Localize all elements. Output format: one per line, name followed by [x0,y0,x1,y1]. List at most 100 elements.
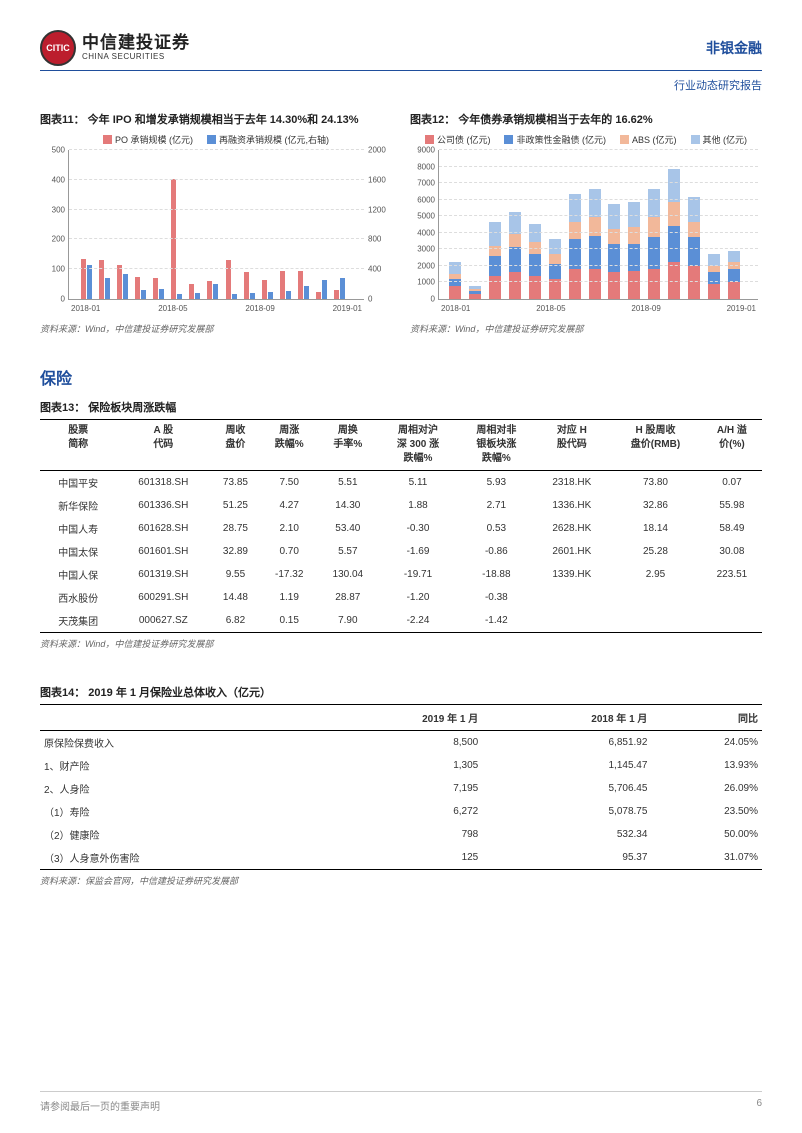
table-cell: -0.30 [378,517,458,540]
bar-ref [159,289,164,299]
table-cell: -1.69 [378,540,458,563]
table-cell [702,586,762,609]
table-cell: 中国人寿 [40,517,116,540]
table-header-cell: 股票简称 [40,420,116,471]
table-cell [535,586,610,609]
table-row: 中国人寿601628.SH28.752.1053.40-0.300.532628… [40,517,762,540]
table-cell: 24.05% [651,731,762,755]
table-cell [535,609,610,632]
table-13: 股票简称A 股代码周收盘价周涨跌幅%周换手率%周相对沪深 300 涨跌幅%周相对… [40,419,762,632]
table-cell: 95.37 [482,846,651,869]
table-cell: -18.88 [458,563,534,586]
table-header-cell: 周相对沪深 300 涨跌幅% [378,420,458,471]
table-cell: -19.71 [378,563,458,586]
table-cell: 125 [313,846,482,869]
bar-ref [141,290,146,299]
table-row: 中国平安601318.SH73.857.505.515.115.932318.H… [40,471,762,495]
table-cell: 6,272 [313,800,482,823]
table-cell: 8,500 [313,731,482,755]
table-cell: 55.98 [702,494,762,517]
table-cell: 28.75 [210,517,260,540]
table-14: 2019 年 1 月2018 年 1 月同比 原保险保费收入8,5006,851… [40,704,762,869]
table-cell: 18.14 [609,517,702,540]
bar-ref [177,294,182,299]
chart-12-body: 0100020003000400050006000700080009000 20… [438,150,758,300]
chart-11-source: 资料来源：Wind，中信建投证券研究发展部 [40,322,392,335]
table-cell: 32.86 [609,494,702,517]
table-cell: 7,195 [313,777,482,800]
table-cell: 4.27 [261,494,318,517]
table-cell: 2.71 [458,494,534,517]
table-cell: 2、人身险 [40,777,313,800]
table-cell: 西水股份 [40,586,116,609]
stacked-bar [728,251,740,299]
bar-ref [105,278,110,299]
stacked-bar [648,189,660,299]
table-cell: 601601.SH [116,540,210,563]
chart-12-source: 资料来源：Wind，中信建投证券研究发展部 [410,322,762,335]
bar-ref [195,293,200,299]
table-cell: 1336.HK [535,494,610,517]
table-cell: 532.34 [482,823,651,846]
table-cell: 中国太保 [40,540,116,563]
table-cell: 14.30 [318,494,378,517]
table-cell: 2.10 [261,517,318,540]
table-cell: 6.82 [210,609,260,632]
table-cell: 0.70 [261,540,318,563]
table-cell: 1.19 [261,586,318,609]
table-cell: 51.25 [210,494,260,517]
bar-ref [250,293,255,299]
stacked-bar [628,202,640,299]
table-row: 中国人保601319.SH9.55-17.32130.04-19.71-18.8… [40,563,762,586]
table-cell: 5.51 [318,471,378,495]
table-cell: 601628.SH [116,517,210,540]
table-cell: 223.51 [702,563,762,586]
bar-ref [213,284,218,299]
table-header-cell: 同比 [651,705,762,731]
table-cell: 7.50 [261,471,318,495]
stacked-bar [668,169,680,299]
table-cell: 5.57 [318,540,378,563]
table-row: 新华保险601336.SH51.254.2714.301.882.711336.… [40,494,762,517]
bar-po [280,271,285,300]
bar-po [316,292,321,300]
bar-po [244,272,249,299]
table-cell: 天茂集团 [40,609,116,632]
logo-text-cn: 中信建投证券 [82,34,190,53]
table-cell: 0.15 [261,609,318,632]
table-cell: 26.09% [651,777,762,800]
table-header-cell: A 股代码 [116,420,210,471]
bar-ref [340,278,345,299]
table-cell: 130.04 [318,563,378,586]
table-row: （3）人身意外伤害险12595.3731.07% [40,846,762,869]
table-13-title: 图表13： 保险板块周涨跌幅 [40,399,762,415]
bar-po [81,259,86,300]
table-header-cell: 2019 年 1 月 [313,705,482,731]
stacked-bar [589,189,601,299]
table-cell: 1,305 [313,754,482,777]
table-cell: 601318.SH [116,471,210,495]
table-cell: 53.40 [318,517,378,540]
table-14-source: 资料来源：保监会官网，中信建投证券研究发展部 [40,874,762,887]
table-cell: 5,706.45 [482,777,651,800]
table-cell: 73.85 [210,471,260,495]
table-cell: 000627.SZ [116,609,210,632]
legend-item: 公司债 (亿元) [425,133,491,146]
table-cell: 0.53 [458,517,534,540]
stacked-bar [529,224,541,299]
logo-icon: CITIC [40,30,76,66]
table-row: （2）健康险798532.3450.00% [40,823,762,846]
legend-item: 再融资承销规模 (亿元,右轴) [207,133,329,146]
table-cell: 5.93 [458,471,534,495]
chart-11-body: 0100200300400500 0400800120016002000 201… [68,150,364,300]
chart-12: 图表12： 今年债券承销规模相当于去年的 16.62% 公司债 (亿元)非政策性… [410,111,762,335]
table-cell: 2628.HK [535,517,610,540]
table-cell: 601319.SH [116,563,210,586]
table-row: 2、人身险7,1955,706.4526.09% [40,777,762,800]
bar-ref [286,291,291,299]
stacked-bar [569,194,581,299]
bar-po [135,277,140,300]
bar-po [153,278,158,299]
table-cell: -2.24 [378,609,458,632]
table-cell: 9.55 [210,563,260,586]
